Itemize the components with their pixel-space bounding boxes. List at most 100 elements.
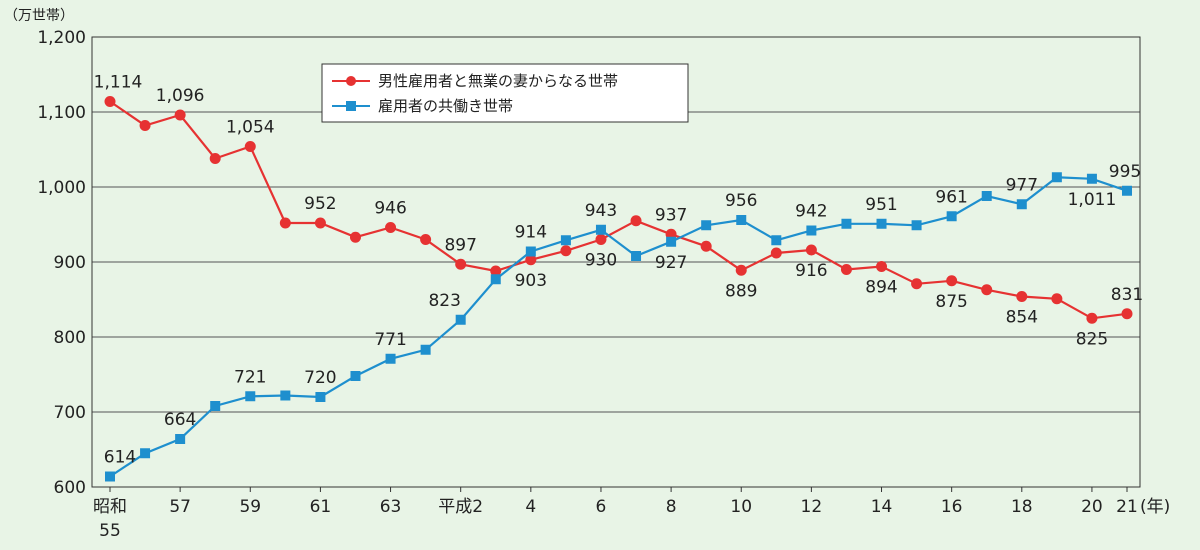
data-point	[349, 231, 361, 243]
data-label: 1,114	[94, 73, 143, 93]
x-tick-label: 57	[169, 497, 191, 517]
data-point	[911, 220, 922, 231]
x-tick-label: 8	[666, 497, 677, 517]
data-point	[700, 240, 712, 252]
data-label: 914	[515, 223, 547, 243]
data-label: 614	[104, 448, 136, 468]
y-tick-label: 1,100	[37, 103, 86, 123]
data-point	[1086, 312, 1098, 324]
y-tick-label: 1,000	[37, 178, 86, 198]
data-point	[560, 235, 571, 246]
data-label: 943	[585, 201, 617, 221]
data-label: 771	[374, 330, 406, 350]
data-point	[525, 254, 537, 266]
data-label: 961	[935, 187, 967, 207]
data-point	[911, 278, 923, 290]
data-point	[209, 153, 221, 164]
x-tick-label: 平成2	[438, 497, 483, 517]
y-tick-label: 1,200	[37, 28, 86, 48]
data-point	[1051, 172, 1062, 183]
data-point	[595, 234, 607, 245]
data-point	[420, 234, 432, 245]
x-axis-ticks: 昭和 55 57 59 61 63 平成2 4 6 8 10 12 14 16 18 20 21	[93, 487, 1138, 541]
data-label: 823	[428, 291, 460, 311]
x-tick-label: 12	[801, 497, 823, 517]
x-tick-label: 61	[310, 497, 332, 517]
x-tick-label: 63	[380, 497, 402, 517]
x-tick-label: 6	[596, 497, 607, 517]
data-point	[631, 251, 642, 261]
data-label: 916	[795, 261, 827, 281]
data-point	[455, 314, 466, 325]
x-tick-label: 14	[871, 497, 893, 517]
data-label: 946	[374, 199, 406, 219]
data-point	[701, 220, 712, 231]
data-label: 956	[725, 191, 757, 211]
data-point	[420, 344, 431, 355]
data-point	[560, 245, 572, 257]
x-tick-label: 10	[730, 497, 752, 517]
data-label: 1,096	[156, 86, 205, 106]
data-label: 977	[1006, 175, 1038, 195]
data-label: 721	[234, 367, 266, 387]
data-point	[770, 247, 782, 259]
data-labels: 1,114 1,096 1,054 952 946 897 903 930 937 889 916 8…	[94, 73, 1144, 468]
series-line-0	[109, 100, 1128, 320]
data-point	[105, 471, 115, 482]
data-label: 854	[1006, 308, 1038, 328]
data-point	[314, 217, 326, 229]
data-label: 889	[725, 281, 757, 301]
data-point	[139, 120, 151, 131]
data-point	[841, 218, 852, 229]
data-label: 1,054	[226, 118, 275, 138]
data-point	[490, 265, 502, 277]
data-point	[244, 141, 256, 152]
data-point	[315, 392, 326, 402]
data-label: 897	[444, 235, 476, 255]
legend-marker-husband-only	[346, 76, 356, 86]
x-tick-label: 20	[1081, 497, 1103, 517]
data-point	[210, 401, 221, 411]
data-point	[279, 217, 291, 229]
legend-marker-dual-income	[346, 101, 356, 111]
legend-label-dual-income: 雇用者の共働き世帯	[378, 97, 513, 115]
data-label: 875	[935, 292, 967, 312]
data-label: 894	[865, 278, 897, 298]
data-point	[280, 390, 291, 401]
data-point	[1016, 291, 1028, 302]
plot-frame	[91, 36, 1141, 488]
data-point	[245, 391, 256, 402]
data-point	[174, 109, 186, 121]
data-label: 952	[304, 194, 336, 214]
series-layer	[104, 96, 1133, 482]
data-point	[385, 353, 396, 364]
data-label: 720	[304, 368, 336, 388]
data-point	[981, 284, 993, 296]
y-axis-ticks: 600 700 800 900 1,000 1,100 1,200	[37, 28, 86, 498]
legend-label-husband-only: 男性雇用者と無業の妻からなる世帯	[378, 72, 618, 90]
y-tick-label: 900	[54, 253, 86, 273]
data-label: 1,011	[1068, 190, 1117, 210]
x-tick-label: 16	[941, 497, 963, 517]
y-axis-unit: （万世帯）	[4, 8, 74, 24]
data-point	[876, 218, 887, 229]
y-tick-label: 600	[54, 478, 86, 498]
data-point	[946, 211, 957, 222]
x-axis-unit: (年)	[1140, 497, 1170, 517]
series-line-1	[109, 176, 1128, 478]
data-label: 825	[1076, 329, 1108, 349]
data-point	[630, 215, 642, 227]
data-point	[595, 224, 606, 235]
data-label: 927	[655, 253, 687, 273]
data-point	[490, 274, 501, 285]
legend: 男性雇用者と無業の妻からなる世帯 雇用者の共働き世帯	[321, 63, 689, 123]
data-point	[805, 244, 817, 256]
data-point	[1016, 199, 1027, 210]
data-label: 664	[164, 410, 196, 430]
data-label: 942	[795, 202, 827, 222]
x-tick-label: 4	[525, 497, 536, 517]
x-tick-label: 55	[99, 521, 121, 541]
data-label: 951	[865, 195, 897, 215]
data-point	[385, 222, 397, 233]
